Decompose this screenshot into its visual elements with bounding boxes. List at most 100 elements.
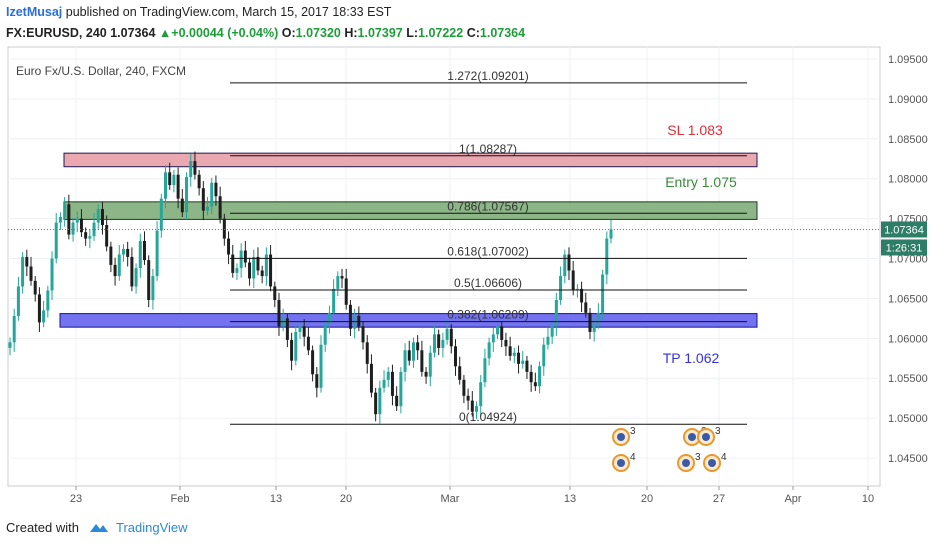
event-badge-count: 3 (715, 426, 721, 437)
current-price-tag-text: 1.07364 (884, 224, 924, 236)
candle-body (596, 312, 600, 324)
candle-body (302, 326, 306, 337)
candle-body (37, 294, 41, 323)
candle-body (248, 262, 252, 279)
y-tick-label: 1.05500 (888, 373, 928, 385)
current-price-tag: 1.07364 (881, 221, 927, 238)
candle-body (134, 268, 138, 287)
event-flag-icon (617, 433, 625, 441)
x-tick-label: Feb (171, 493, 190, 505)
event-flag-icon (617, 459, 625, 467)
candle-body (147, 260, 151, 301)
candle-body (483, 358, 487, 383)
candle-body (466, 395, 470, 401)
candle-body (382, 379, 386, 388)
fib-level-label: 0(1.04924) (459, 410, 517, 424)
candle-body (121, 248, 125, 255)
y-tick-label: 1.07000 (888, 254, 928, 266)
candle-body (353, 315, 357, 329)
candle-body (517, 352, 521, 364)
candle-body (508, 346, 512, 356)
candle-body (567, 254, 571, 271)
tradingview-brand[interactable]: TradingView (116, 520, 188, 535)
candle-body (395, 395, 399, 407)
candle-body (185, 177, 189, 213)
candle-body (155, 230, 159, 277)
tp-annotation: TP 1.062 (663, 350, 720, 366)
candle-body (378, 387, 382, 415)
candle-body (218, 196, 222, 219)
candle-body (403, 350, 407, 372)
candle-body (533, 382, 537, 387)
candle-body (521, 360, 525, 364)
candle-body (21, 256, 25, 287)
candle-body (390, 371, 394, 396)
candle-body (432, 334, 436, 353)
low-label: L: (406, 26, 419, 40)
candle-body (159, 198, 163, 231)
candle-body (546, 336, 550, 345)
candle-body (189, 161, 193, 178)
candle-body (605, 238, 609, 275)
y-tick-label: 1.08000 (888, 174, 928, 186)
candle-body (168, 172, 172, 186)
candle-body (79, 218, 83, 233)
x-tick-label: 13 (270, 493, 282, 505)
open-value: 1.07320 (295, 26, 341, 40)
candle-body (491, 334, 495, 343)
candle-body (151, 276, 155, 301)
candle-body (348, 304, 352, 329)
candle-body (584, 302, 588, 313)
candle-body (164, 172, 168, 199)
chart-header-quote: FX:EURUSD, 240 1.07364 ▲+0.00044 (+0.04%… (6, 26, 525, 40)
y-tick-label: 1.09500 (888, 54, 928, 66)
event-badge-count: 4 (721, 452, 727, 463)
candle-body (592, 323, 596, 332)
x-tick-label: 27 (713, 493, 725, 505)
candle-body (542, 344, 546, 367)
candle-body (117, 254, 121, 277)
candle-body (180, 198, 184, 213)
candle-body (172, 174, 176, 186)
publisher-name[interactable]: IzetMusaj (6, 5, 63, 19)
candle-body (222, 218, 226, 239)
event-badge-count: 4 (630, 452, 636, 463)
candle-body (458, 366, 462, 380)
candle-body (525, 360, 529, 372)
candle-body (504, 339, 508, 347)
price-change: +0.00044 (+0.04%) (171, 26, 279, 40)
candle-body (285, 318, 289, 340)
published-text: published on TradingView.com, March 15, … (65, 5, 392, 19)
plot-area (7, 46, 881, 487)
candle-body (441, 339, 445, 348)
high-value: 1.07397 (357, 26, 403, 40)
countdown-tag-text: 1:26:31 (886, 242, 923, 254)
candle-body (315, 374, 319, 388)
entry-zone (63, 201, 758, 220)
event-flag-icon (688, 433, 696, 441)
high-label: H: (344, 26, 358, 40)
candle-body (214, 182, 218, 197)
candle-body (269, 254, 273, 287)
x-tick-label: 10 (862, 493, 874, 505)
candle-body (500, 326, 504, 340)
candle-body (29, 266, 33, 281)
candle-body (538, 366, 542, 387)
y-tick-label: 1.06500 (888, 293, 928, 305)
candle-body (407, 350, 411, 361)
created-with-text: Created with (6, 520, 79, 535)
candle-body (25, 256, 29, 267)
candle-body (239, 250, 243, 269)
candle-body (294, 331, 298, 361)
tp-zone (59, 313, 758, 328)
y-tick-label: 1.06000 (888, 333, 928, 345)
candle-body (58, 217, 62, 223)
sl-annotation: SL 1.083 (667, 122, 723, 138)
candle-body (311, 350, 315, 375)
x-tick-label: 20 (340, 493, 352, 505)
candle-body (554, 300, 558, 327)
candle-body (571, 270, 575, 291)
fib-level-label: 0.786(1.07567) (447, 199, 528, 213)
candle-body (277, 300, 281, 327)
